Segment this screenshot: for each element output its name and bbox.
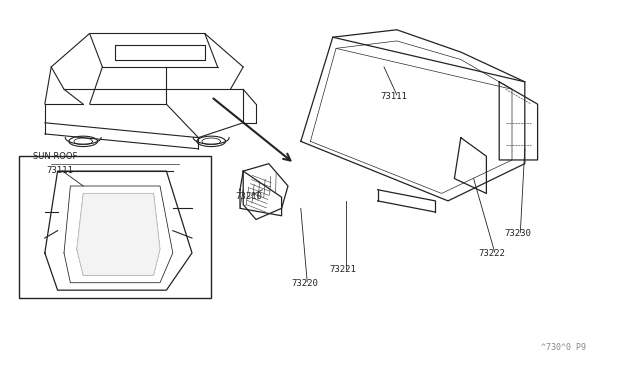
- Text: ^730^0 P9: ^730^0 P9: [541, 343, 586, 352]
- Text: 73222: 73222: [479, 249, 506, 258]
- Text: 73220: 73220: [291, 279, 318, 288]
- Bar: [19, 156, 211, 298]
- Text: SUN ROOF: SUN ROOF: [33, 152, 77, 161]
- Text: 73230: 73230: [504, 229, 531, 238]
- Polygon shape: [77, 193, 160, 275]
- Text: 73111: 73111: [381, 92, 408, 100]
- Text: 73221: 73221: [330, 265, 356, 274]
- Text: 73210: 73210: [236, 192, 262, 201]
- Text: 73111: 73111: [46, 166, 73, 175]
